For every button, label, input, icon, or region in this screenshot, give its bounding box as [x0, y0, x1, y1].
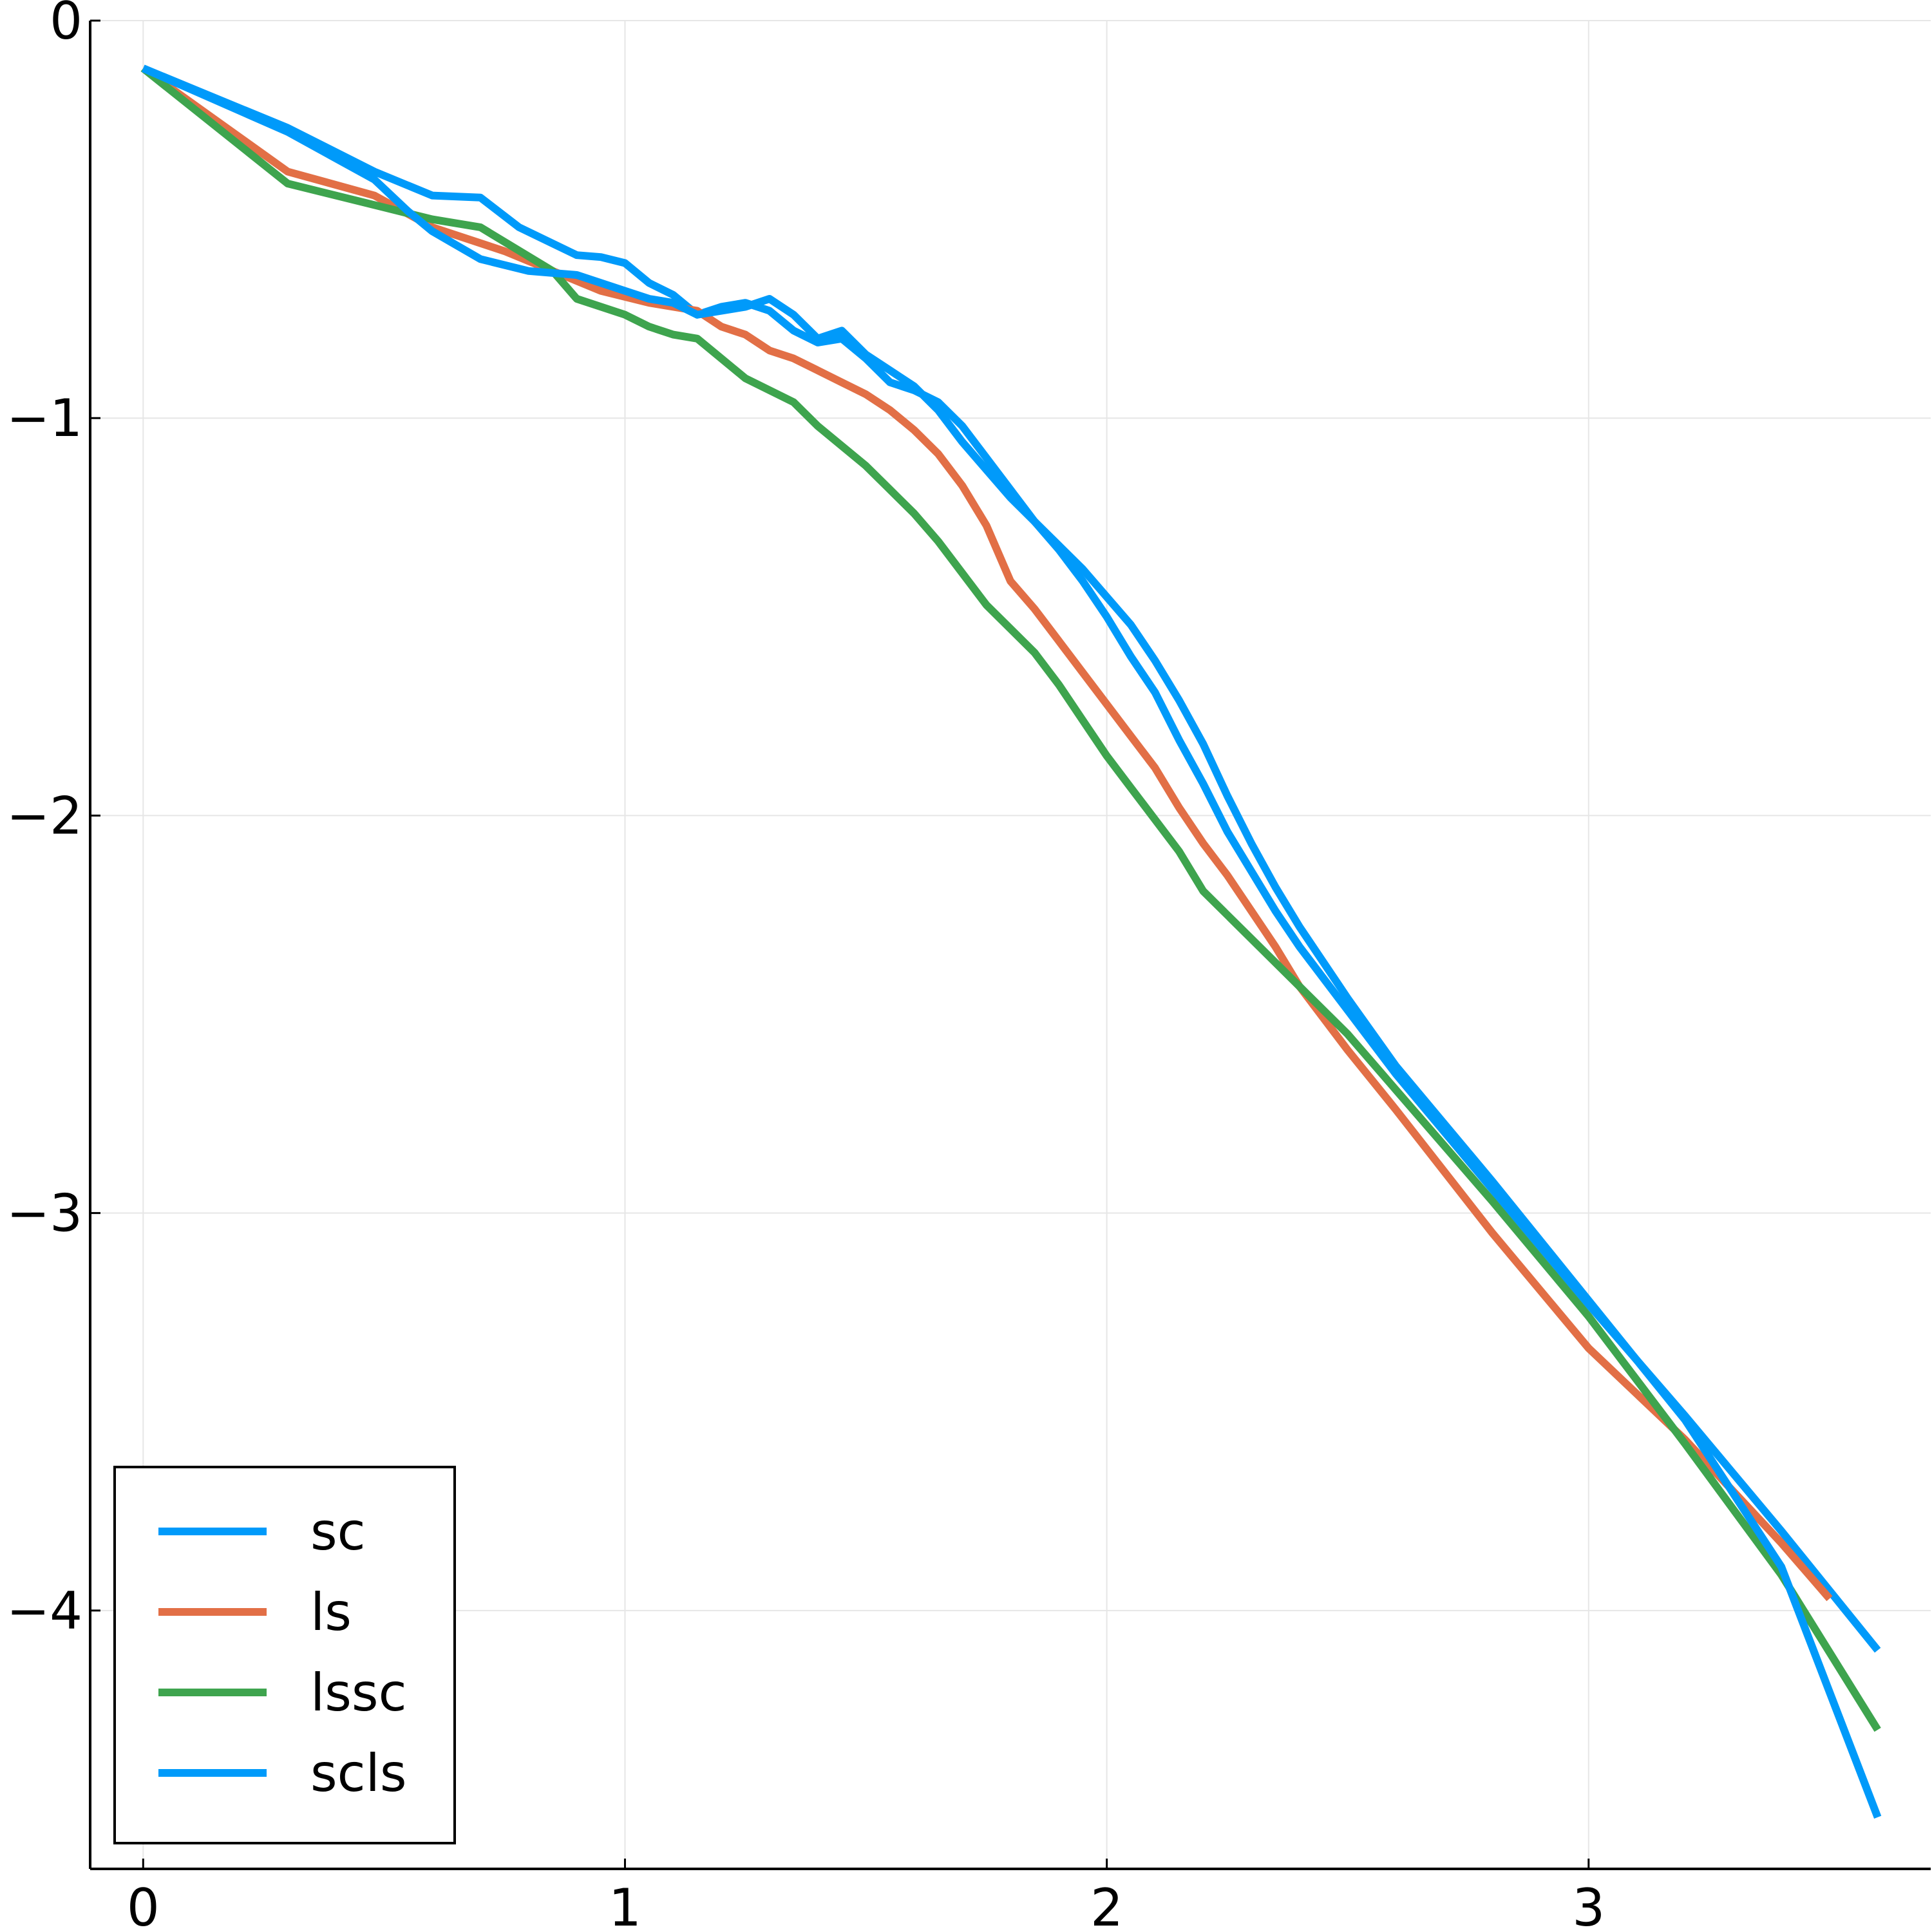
- axes: [89, 21, 1931, 1870]
- legend-label-lssc: lssc: [310, 1663, 407, 1723]
- y-tick-label: −2: [6, 786, 82, 846]
- series-group: [140, 64, 1882, 1819]
- x-tick-label: 3: [1572, 1878, 1605, 1932]
- y-tick-label: −1: [6, 388, 82, 448]
- x-tick-label: 1: [609, 1878, 641, 1932]
- x-tick-label: 0: [127, 1878, 160, 1932]
- series-line-ls: [140, 65, 1833, 1602]
- series-line-lssc: [140, 65, 1881, 1732]
- y-tick-label: 0: [50, 0, 82, 51]
- x-tick-label: 2: [1090, 1878, 1123, 1932]
- legend-label-ls: ls: [310, 1582, 352, 1642]
- y-tick-label: −3: [6, 1184, 82, 1244]
- series-line-scls: [141, 64, 1882, 1819]
- legend-label-sc: sc: [310, 1502, 366, 1562]
- y-tick-label: −4: [6, 1581, 82, 1641]
- legend-label-scls: scls: [310, 1743, 407, 1803]
- grid: [90, 20, 1931, 1869]
- tick-labels: 0 1 2 3 0 −1 −2 −3 −4: [6, 0, 1605, 1932]
- series-line-sc: [142, 64, 1881, 1653]
